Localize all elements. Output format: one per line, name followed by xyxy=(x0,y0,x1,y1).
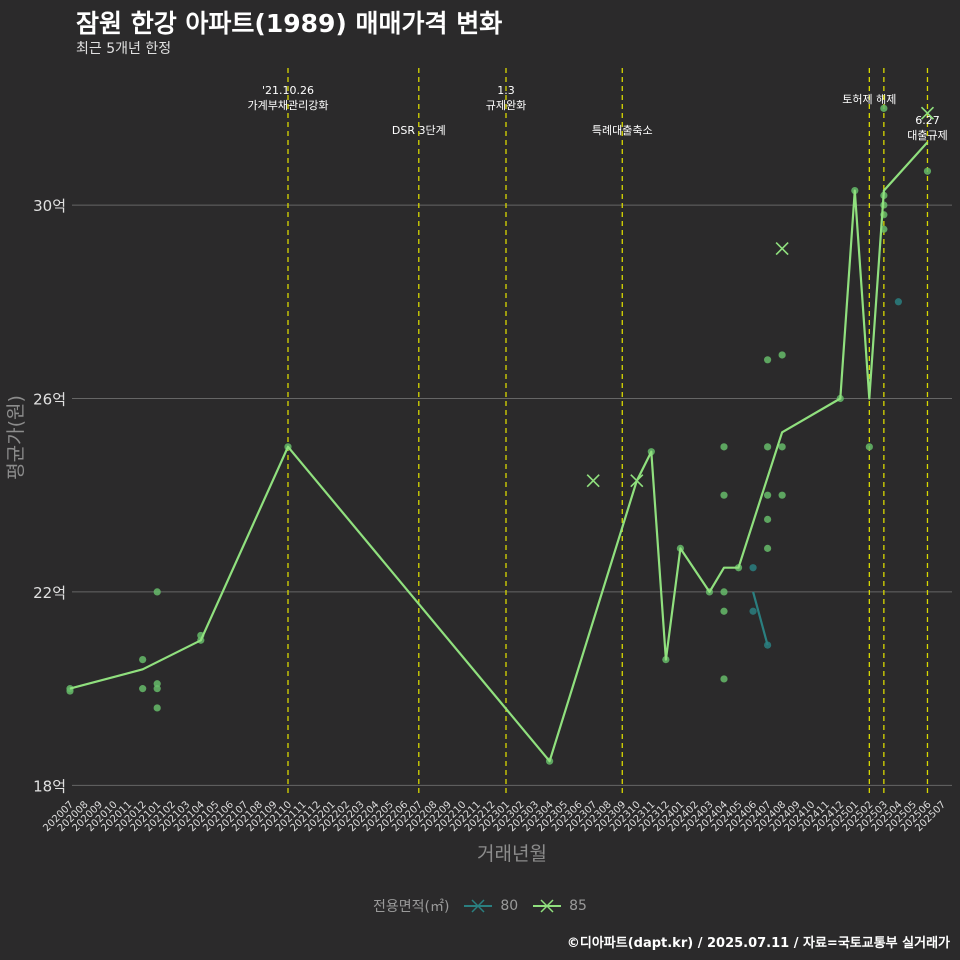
x-mark-85 xyxy=(586,474,600,488)
event-label: DSR 3단계 xyxy=(392,124,446,137)
legend-label-80: 80 xyxy=(500,898,519,914)
data-point-85 xyxy=(139,685,147,693)
data-point-85 xyxy=(720,491,728,499)
x-axis-label: 거래년월 xyxy=(477,843,547,865)
data-point-85 xyxy=(880,104,888,112)
legend-title: 전용면적(㎡) xyxy=(373,899,450,915)
data-point-85 xyxy=(764,356,772,364)
event-label: '21.10.26 가계부채관리강화 xyxy=(248,84,329,112)
data-point-85 xyxy=(764,515,772,523)
y-tick-label: 30억 xyxy=(33,197,66,215)
data-point-85 xyxy=(153,685,161,693)
y-tick-label: 26억 xyxy=(33,390,66,408)
x-mark-stroke xyxy=(775,242,789,256)
chart-subtitle: 최근 5개년 한정 xyxy=(76,41,172,57)
series-line-85 xyxy=(69,141,929,763)
legend-key-80 xyxy=(463,899,492,913)
legend-label-85: 85 xyxy=(569,898,587,914)
x-mark-stroke xyxy=(586,474,600,488)
legend-key-85 xyxy=(532,899,561,913)
data-point-85 xyxy=(764,544,772,552)
data-point-85 xyxy=(764,443,772,451)
x-mark-85 xyxy=(630,474,644,488)
data-point-85 xyxy=(865,443,873,451)
data-point-80 xyxy=(749,564,757,572)
data-point-85 xyxy=(720,675,728,683)
legend: 전용면적(㎡) 80 85 xyxy=(0,896,960,916)
data-point-85 xyxy=(720,588,728,596)
data-point-85 xyxy=(778,491,786,499)
event-label: 6.27 대출규제 xyxy=(907,114,947,142)
x-mark-85 xyxy=(920,106,935,120)
event-label: 1.3 규제완화 xyxy=(486,84,526,112)
y-tick-label: 18억 xyxy=(33,777,66,795)
data-point-80 xyxy=(749,607,757,615)
data-point-85 xyxy=(139,656,147,664)
data-point-80 xyxy=(894,298,903,306)
chart-caption: ©디아파트(dapt.kr) / 2025.07.11 / 자료=국토교통부 실… xyxy=(566,936,950,951)
data-point-85 xyxy=(923,167,932,175)
x-mark-stroke xyxy=(630,474,644,488)
data-point-85 xyxy=(720,443,728,451)
event-label: 특례대출축소 xyxy=(592,124,653,137)
series-line-80 xyxy=(752,591,769,646)
data-point-85 xyxy=(153,588,161,596)
y-axis-label: 평균가(원) xyxy=(5,395,27,480)
x-mark-stroke xyxy=(920,106,935,120)
y-tick-label: 22억 xyxy=(33,584,66,602)
x-mark-85 xyxy=(775,242,789,256)
data-point-85 xyxy=(720,607,728,615)
event-label: 토허제 해제 xyxy=(842,92,896,106)
data-point-85 xyxy=(778,443,786,451)
chart-title: 잠원 한강 아파트(1989) 매매가격 변화 xyxy=(76,9,503,38)
data-point-85 xyxy=(153,704,161,712)
data-point-85 xyxy=(764,491,772,499)
data-point-85 xyxy=(778,351,786,359)
